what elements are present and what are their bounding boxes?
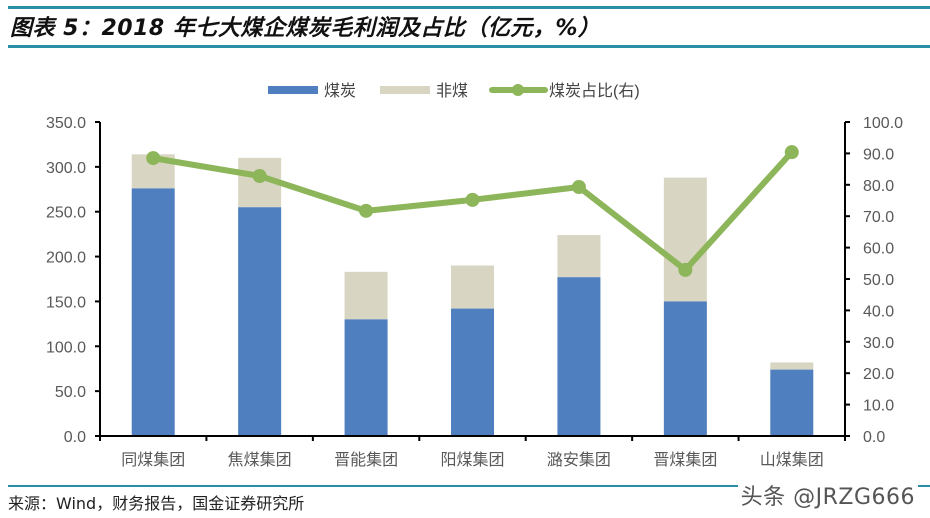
coal-bar — [663, 301, 707, 436]
noncoal-bar — [451, 265, 494, 309]
chart-area: 煤炭 非煤 煤炭占比(右) 0.0 50.0 100.0 150.0 200.0 250.0 3… — [46, 82, 903, 469]
legend-noncoal-swatch — [380, 86, 430, 94]
chart-title: 图表 5：2018 年七大煤企煤炭毛利润及占比（亿元，%） — [10, 16, 601, 41]
title-top-rule — [8, 6, 930, 9]
left-tick-label: 0.0 — [64, 429, 86, 446]
legend: 煤炭 非煤 煤炭占比(右) — [268, 82, 640, 100]
coal-bar — [131, 188, 175, 436]
ratio-point — [359, 203, 374, 218]
category-label: 晋能集团 — [334, 451, 398, 469]
ratio-point — [465, 192, 480, 207]
left-tick-label: 150.0 — [46, 294, 86, 311]
noncoal-bar — [557, 235, 601, 278]
right-tick-label: 50.0 — [863, 272, 894, 289]
left-y-axis: 0.0 50.0 100.0 150.0 200.0 250.0 300.0 350.0 — [46, 115, 101, 446]
noncoal-bar — [663, 177, 707, 302]
left-tick-label: 100.0 — [46, 339, 86, 356]
right-tick-label: 100.0 — [863, 115, 903, 132]
right-tick-label: 80.0 — [863, 178, 894, 195]
noncoal-bar — [344, 271, 388, 320]
right-tick-label: 90.0 — [863, 146, 894, 163]
source-note: 来源：Wind，财务报告，国金证券研究所 — [8, 494, 305, 513]
left-tick-label: 300.0 — [46, 160, 86, 177]
coal-bar — [770, 369, 814, 436]
legend-ratio-label: 煤炭占比(右) — [549, 82, 640, 100]
ratio-point — [678, 262, 693, 277]
watermark: 头条 @JRZG666 — [737, 479, 918, 511]
category-label: 潞安集团 — [547, 451, 611, 469]
right-y-axis: 0.0 10.0 20.0 30.0 40.0 50.0 60.0 70.0 80.0 90.0 1… — [844, 115, 903, 446]
legend-coal-label: 煤炭 — [324, 82, 356, 100]
footer-rule — [8, 485, 930, 487]
title-bottom-rule — [8, 45, 930, 48]
coal-bar — [557, 277, 601, 436]
right-tick-label: 60.0 — [863, 241, 894, 258]
right-tick-label: 70.0 — [863, 209, 894, 226]
right-tick-label: 10.0 — [863, 398, 894, 415]
ratio-point — [252, 169, 267, 184]
category-label: 焦煤集团 — [228, 451, 292, 469]
right-tick-label: 0.0 — [863, 429, 885, 446]
category-label: 同煤集团 — [121, 451, 185, 469]
ratio-point — [571, 179, 586, 194]
ratio-line — [146, 145, 799, 277]
noncoal-bar — [770, 362, 814, 370]
ratio-point — [146, 151, 161, 166]
right-tick-label: 40.0 — [863, 303, 894, 320]
coal-bar — [344, 319, 388, 436]
category-label: 山煤集团 — [760, 451, 824, 469]
category-label: 晋煤集团 — [653, 451, 717, 469]
coal-bar — [238, 207, 282, 436]
x-axis: 同煤集团 焦煤集团 晋能集团 阳煤集团 潞安集团 晋煤集团 山煤集团 — [99, 435, 846, 469]
left-tick-label: 200.0 — [46, 250, 86, 267]
bars — [131, 154, 814, 436]
category-label: 阳煤集团 — [440, 451, 504, 469]
right-tick-label: 30.0 — [863, 335, 894, 352]
legend-coal-swatch — [268, 86, 318, 94]
left-tick-label: 50.0 — [55, 384, 86, 401]
right-tick-label: 20.0 — [863, 366, 894, 383]
left-tick-label: 250.0 — [46, 205, 86, 222]
coal-bar — [451, 308, 494, 436]
legend-noncoal-label: 非煤 — [436, 82, 468, 100]
left-tick-label: 350.0 — [46, 115, 86, 132]
ratio-point — [784, 145, 799, 160]
